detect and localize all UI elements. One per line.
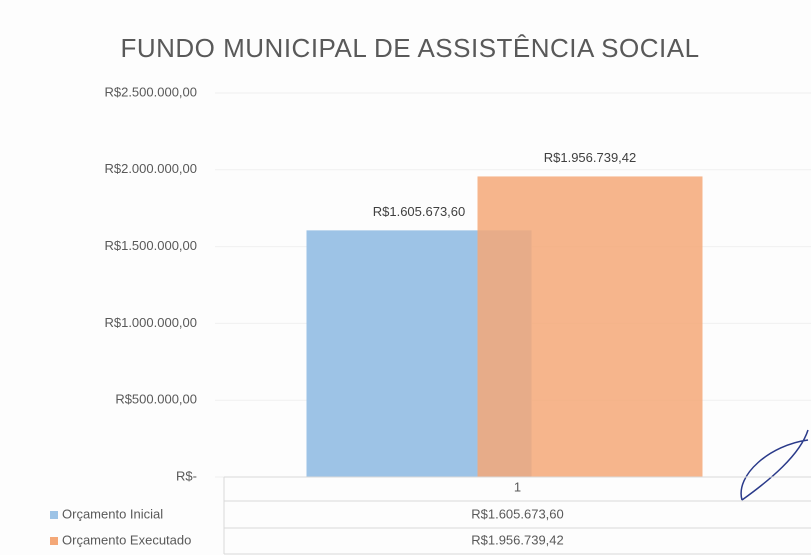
bar xyxy=(477,176,703,477)
y-tick-label: R$2.000.000,00 xyxy=(104,161,197,176)
chart-title: FUNDO MUNICIPAL DE ASSISTÊNCIA SOCIAL xyxy=(120,33,699,63)
legend-swatch xyxy=(50,537,58,545)
table-header: 1 xyxy=(514,479,521,494)
y-tick-label: R$500.000,00 xyxy=(115,392,197,407)
y-tick-label: R$1.500.000,00 xyxy=(104,238,197,253)
table-value: R$1.605.673,60 xyxy=(471,506,564,521)
data-label: R$1.956.739,42 xyxy=(544,150,637,165)
legend-label: Orçamento Inicial xyxy=(62,506,163,521)
table-value: R$1.956.739,42 xyxy=(471,532,564,547)
y-tick-label: R$- xyxy=(176,468,197,483)
signature xyxy=(740,429,809,501)
data-label: R$1.605.673,60 xyxy=(373,204,466,219)
legend-label: Orçamento Executado xyxy=(62,532,191,547)
legend-swatch xyxy=(50,511,58,519)
y-tick-label: R$2.500.000,00 xyxy=(104,84,197,99)
y-tick-label: R$1.000.000,00 xyxy=(104,315,197,330)
